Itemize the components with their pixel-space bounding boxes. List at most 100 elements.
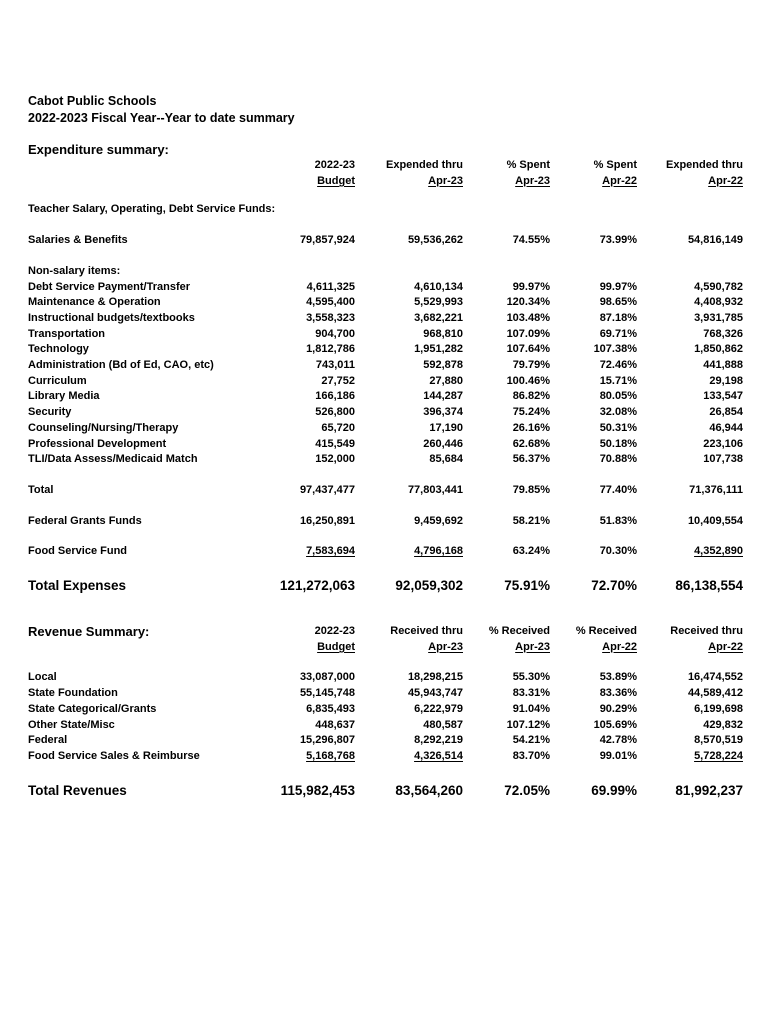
spacer-row (28, 499, 743, 514)
column-header-line2: Apr-23 (515, 174, 550, 187)
column-header-line1: % Spent (506, 159, 550, 171)
spacer-row (28, 529, 743, 544)
expenditure-section-heading: Expenditure summary: (28, 142, 169, 157)
non-salary-heading: Non-salary items: (28, 264, 121, 277)
pct-spent-apr22-value: 15.71% (599, 374, 637, 387)
expended-apr23-value: 59,536,262 (407, 234, 463, 247)
row-label: Food Service Sales & Reimburse (28, 749, 200, 762)
pct-spent-apr23-value: 63.24% (512, 545, 550, 558)
expended-apr22-value: 441,888 (703, 359, 743, 372)
pct-received-apr23-value: 54.21% (512, 734, 550, 747)
received-apr23-value: 83,564,260 (395, 782, 463, 798)
column-header-received-apr23: Received thru Apr-23 (355, 624, 463, 655)
pct-spent-apr23-value: 99.97% (512, 280, 550, 293)
expended-apr23-value: 77,803,441 (407, 483, 463, 496)
pct-spent-apr22-value: 99.97% (599, 280, 637, 293)
row-label: Total (28, 483, 54, 496)
column-header-pct-spent-apr22: % Spent Apr-22 (550, 158, 637, 189)
row-label: Curriculum (28, 374, 87, 387)
table-row-food-service-fund: Food Service Fund 7,583,694 4,796,168 63… (28, 544, 743, 560)
budget-value: 27,752 (321, 374, 355, 387)
pct-received-apr23-value: 55.30% (512, 671, 550, 684)
row-label: Total Expenses (28, 578, 127, 594)
revenue-section-heading: Revenue Summary: (28, 624, 150, 640)
received-apr23-value: 6,222,979 (414, 702, 463, 715)
table-row-debt-service: Debt Service Payment/Transfer 4,611,325 … (28, 280, 743, 296)
spacer-row (28, 218, 743, 233)
pct-spent-apr22-value: 87.18% (599, 311, 637, 324)
pct-spent-apr23-value: 107.09% (506, 327, 550, 340)
pct-spent-apr22-value: 98.65% (599, 296, 637, 309)
budget-value: 7,583,694 (268, 544, 355, 560)
pct-received-apr22-value: 83.36% (599, 687, 637, 700)
pct-spent-apr22-value: 107.38% (593, 343, 637, 356)
row-label: Instructional budgets/textbooks (28, 311, 195, 324)
column-header-line2: Apr-22 (708, 640, 743, 653)
non-salary-heading-row: Non-salary items: (28, 264, 743, 280)
table-row-state-foundation: State Foundation 55,145,748 45,943,747 8… (28, 686, 743, 702)
underlined-amount: 4,326,514 (414, 749, 463, 762)
budget-value: 526,800 (315, 406, 355, 419)
column-header-line1: 2022-23 (314, 159, 355, 171)
received-apr22-value: 44,589,412 (687, 687, 743, 700)
expended-apr23-value: 4,796,168 (355, 544, 463, 560)
document-title: Cabot Public Schools (28, 94, 157, 108)
spacer-row (28, 765, 743, 778)
pct-spent-apr23-value: 58.21% (512, 514, 550, 527)
expended-apr23-value: 4,610,134 (414, 280, 463, 293)
received-apr23-value: 480,587 (423, 718, 463, 731)
budget-value: 904,700 (315, 327, 355, 340)
pct-received-apr22-value: 42.78% (599, 734, 637, 747)
table-row-state-categorical: State Categorical/Grants 6,835,493 6,222… (28, 702, 743, 718)
table-row-tli-medicaid: TLI/Data Assess/Medicaid Match 152,000 8… (28, 452, 743, 468)
table-row-total-expenses: Total Expenses 121,272,063 92,059,302 75… (28, 573, 743, 596)
header-spacer-cell (28, 158, 268, 189)
pct-received-apr23-value: 72.05% (504, 782, 550, 798)
spacer-row (28, 468, 743, 483)
pct-spent-apr23-value: 79.79% (512, 359, 550, 372)
budget-value: 121,272,063 (279, 578, 355, 594)
column-header-line2: Apr-22 (602, 174, 637, 187)
column-header-line1: Expended thru (665, 159, 743, 171)
budget-value: 415,549 (315, 437, 355, 450)
column-header-pct-spent-apr23: % Spent Apr-23 (463, 158, 550, 189)
pct-received-apr23-value: 91.04% (512, 702, 550, 715)
pct-received-apr23-value: 83.31% (512, 687, 550, 700)
underlined-amount: 5,168,768 (306, 749, 355, 762)
row-label: Transportation (28, 327, 106, 340)
table-row-federal: Federal 15,296,807 8,292,219 54.21% 42.7… (28, 733, 743, 749)
column-header-line2: Apr-23 (515, 640, 550, 653)
budget-value: 79,857,924 (299, 234, 355, 247)
table-row-administration: Administration (Bd of Ed, CAO, etc) 743,… (28, 358, 743, 374)
budget-value: 65,720 (321, 421, 355, 434)
table-row-professional-development: Professional Development 415,549 260,446… (28, 437, 743, 453)
row-label: Food Service Fund (28, 545, 128, 558)
spacer-row (28, 189, 743, 202)
expended-apr22-value: 4,352,890 (637, 544, 743, 560)
budget-value: 33,087,000 (299, 671, 355, 684)
table-row-instructional: Instructional budgets/textbooks 3,558,32… (28, 311, 743, 327)
underlined-amount: 5,728,224 (694, 749, 743, 762)
budget-value: 97,437,477 (299, 483, 355, 496)
budget-value: 15,296,807 (299, 734, 355, 747)
row-label: Administration (Bd of Ed, CAO, etc) (28, 359, 214, 372)
pct-spent-apr22-value: 73.99% (599, 234, 637, 247)
expended-apr23-value: 968,810 (423, 327, 463, 340)
table-row-federal-grants: Federal Grants Funds 16,250,891 9,459,69… (28, 514, 743, 530)
pct-spent-apr22-value: 32.08% (599, 406, 637, 419)
column-header-line2: Budget (317, 174, 355, 187)
column-header-pct-received-apr23: % Received Apr-23 (463, 624, 550, 655)
table-row-other-state: Other State/Misc 448,637 480,587 107.12%… (28, 718, 743, 734)
row-label: Federal (28, 734, 68, 747)
pct-spent-apr23-value: 100.46% (506, 374, 550, 387)
pct-spent-apr23-value: 74.55% (512, 234, 550, 247)
pct-spent-apr22-value: 72.46% (599, 359, 637, 372)
row-label: State Foundation (28, 687, 118, 700)
expended-apr23-value: 85,684 (429, 453, 463, 466)
budget-value: 152,000 (315, 453, 355, 466)
pct-spent-apr22-value: 70.88% (599, 453, 637, 466)
row-label: Total Revenues (28, 782, 127, 798)
budget-value: 6,835,493 (306, 702, 355, 715)
received-apr22-value: 8,570,519 (694, 734, 743, 747)
underlined-amount: 7,583,694 (306, 545, 355, 558)
